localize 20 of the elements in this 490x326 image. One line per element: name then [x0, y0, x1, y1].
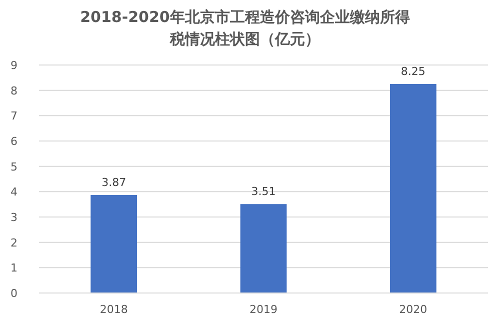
x-tick-label: 2020: [399, 303, 428, 316]
y-tick-label: 3: [10, 211, 18, 224]
chart-title: 2018-2020年北京市工程造价咨询企业缴纳所得税情况柱状图（亿元）: [80, 7, 410, 50]
bar: [90, 194, 138, 293]
y-tick-label: 5: [10, 160, 18, 174]
y-tick-label: 6: [10, 135, 18, 148]
bar: [240, 204, 287, 293]
y-tick-label: 2: [10, 236, 18, 250]
y-tick-label: 4: [10, 186, 18, 199]
x-tick-label: 2019: [250, 303, 278, 316]
bar: [390, 84, 436, 293]
y-tick-label: 8: [10, 84, 18, 98]
data-label: 8.25: [400, 65, 426, 78]
data-label: 3.87: [102, 176, 126, 189]
data-label: 3.51: [251, 185, 276, 198]
x-tick-label: 2018: [100, 303, 128, 316]
y-tick-label: 7: [10, 110, 18, 123]
y-tick-label: 1: [10, 262, 18, 275]
y-tick-label: 9: [10, 59, 18, 72]
y-tick-label: 0: [10, 287, 18, 300]
